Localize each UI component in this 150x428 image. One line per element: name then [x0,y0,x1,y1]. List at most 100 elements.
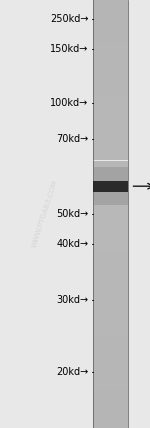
Bar [93,82,128,86]
Bar [93,7,128,11]
Bar [93,364,128,367]
Text: 150kd→: 150kd→ [50,44,88,54]
Bar [93,332,128,335]
Bar [93,100,128,104]
Bar [93,310,128,314]
Bar [93,110,128,114]
Bar [93,96,128,100]
Bar [93,324,128,328]
Bar [93,139,128,143]
Bar [93,104,128,107]
Bar [93,321,128,324]
Bar [93,167,128,205]
Bar [93,246,128,250]
Bar [93,118,128,121]
Bar [93,168,128,171]
Bar [93,196,128,200]
Bar [93,32,128,36]
Bar [93,153,128,157]
Bar [93,275,128,278]
Bar [93,318,128,321]
Bar [93,285,128,289]
Bar [93,250,128,253]
Bar [93,86,128,89]
Bar [93,203,128,207]
Bar [93,296,128,300]
Bar [93,78,128,82]
Bar [93,421,128,425]
Bar [93,335,128,339]
Bar [93,407,128,410]
Bar [93,378,128,382]
Text: 50kd→: 50kd→ [56,209,88,219]
Bar [93,425,128,428]
Bar [93,292,128,296]
Bar [93,128,128,132]
Bar [93,253,128,257]
Bar [93,374,128,378]
Bar [93,392,128,396]
Bar [93,211,128,214]
Bar [93,225,128,228]
Bar [93,360,128,364]
Bar [93,200,128,203]
Bar [93,21,128,25]
Bar [93,403,128,407]
Bar [93,171,128,175]
Bar [93,185,128,189]
Text: 20kd→: 20kd→ [56,367,88,377]
Bar [93,121,128,125]
Bar [93,50,128,54]
Bar [93,371,128,374]
Bar [93,232,128,235]
Bar [93,29,128,32]
Bar [93,146,128,150]
Bar [93,221,128,225]
Bar [93,71,128,75]
Text: 40kd→: 40kd→ [56,239,88,249]
Bar [93,136,128,139]
Bar [93,68,128,71]
Bar [93,18,128,21]
Bar [93,396,128,399]
Bar [93,282,128,285]
Bar [93,239,128,243]
Bar [93,382,128,385]
Bar [93,107,128,110]
Bar [93,178,128,182]
Bar [93,181,128,192]
Text: 250kd→: 250kd→ [50,14,88,24]
Bar [93,414,128,417]
Bar [93,260,128,264]
Bar [93,328,128,332]
Bar [93,300,128,303]
Bar [93,61,128,64]
Bar [93,43,128,46]
Bar [93,157,128,160]
Bar [93,164,128,168]
Bar [93,93,128,96]
Bar [93,289,128,292]
Bar [93,346,128,350]
Text: WWW.PTGAB3.COM: WWW.PTGAB3.COM [31,179,59,249]
Bar [93,228,128,232]
Bar [93,25,128,29]
Text: 70kd→: 70kd→ [56,134,88,144]
Bar [93,385,128,389]
Bar [93,189,128,193]
Bar [93,264,128,268]
Bar [93,160,128,164]
Bar [93,46,128,50]
Bar [93,342,128,346]
Bar [93,278,128,282]
Bar [93,367,128,371]
Bar [93,339,128,342]
Text: 100kd→: 100kd→ [50,98,88,108]
Bar [93,89,128,93]
Bar [93,235,128,239]
Bar [93,132,128,136]
Bar [93,214,128,217]
Bar [93,193,128,196]
Bar [93,271,128,275]
Bar [93,54,128,57]
